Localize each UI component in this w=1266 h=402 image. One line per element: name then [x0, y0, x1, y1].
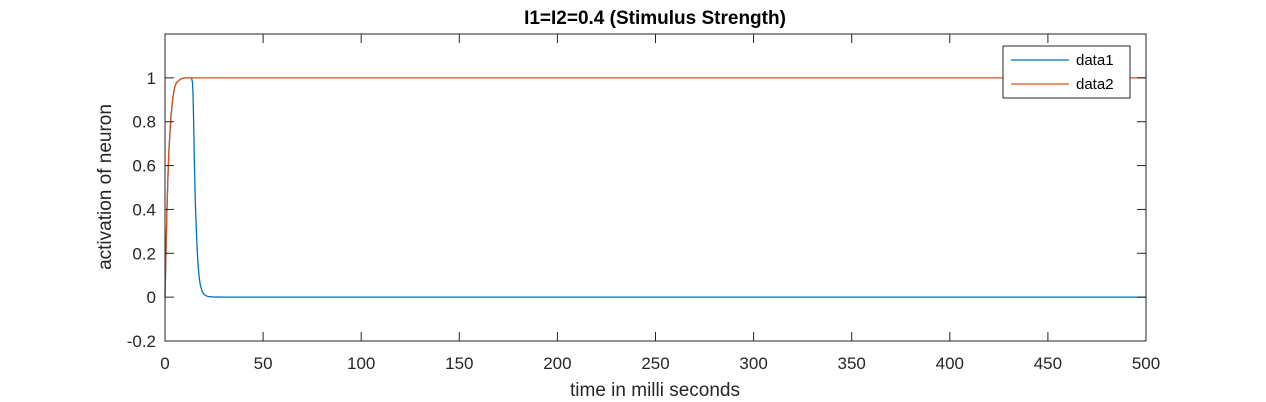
y-tick-label: 0.6 — [132, 157, 156, 176]
y-tick-label: 0 — [147, 288, 156, 307]
legend-box — [1002, 45, 1131, 99]
plot-area — [165, 34, 1146, 341]
x-axis-label: time in milli seconds — [570, 380, 740, 401]
y-tick-label: 0.2 — [132, 244, 156, 263]
legend: data1 data2 — [1002, 45, 1131, 99]
y-axis-label: activation of neuron — [95, 104, 116, 270]
x-tick-label: 0 — [160, 354, 169, 373]
x-tick-label: 500 — [1132, 354, 1160, 373]
x-tick-label: 400 — [936, 354, 964, 373]
y-tick-label: 0.4 — [132, 200, 156, 219]
x-tick-label: 450 — [1034, 354, 1062, 373]
y-tick-label: 0.8 — [132, 113, 156, 132]
x-tick-label: 150 — [445, 354, 473, 373]
x-tick-label: 350 — [838, 354, 866, 373]
series-line-data2 — [164, 77, 1146, 298]
y-tick-label: 1 — [147, 69, 156, 88]
y-tick-label: -0.2 — [127, 332, 156, 351]
series-layer — [164, 77, 1146, 298]
x-tick-label: 200 — [543, 354, 571, 373]
x-tick-label: 250 — [641, 354, 669, 373]
legend-entry-data1: data1 — [1076, 52, 1114, 69]
x-tick-label: 300 — [739, 354, 767, 373]
chart-title: I1=I2=0.4 (Stimulus Strength) — [524, 8, 786, 29]
y-ticks: -0.2 0 0.2 0.4 0.6 0.8 1 — [127, 69, 1146, 351]
x-tick-label: 50 — [254, 354, 273, 373]
x-tick-label: 100 — [347, 354, 375, 373]
x-ticks: 0 50 100 150 200 250 300 350 400 450 500 — [160, 34, 1160, 373]
legend-entry-data2: data2 — [1076, 76, 1114, 93]
